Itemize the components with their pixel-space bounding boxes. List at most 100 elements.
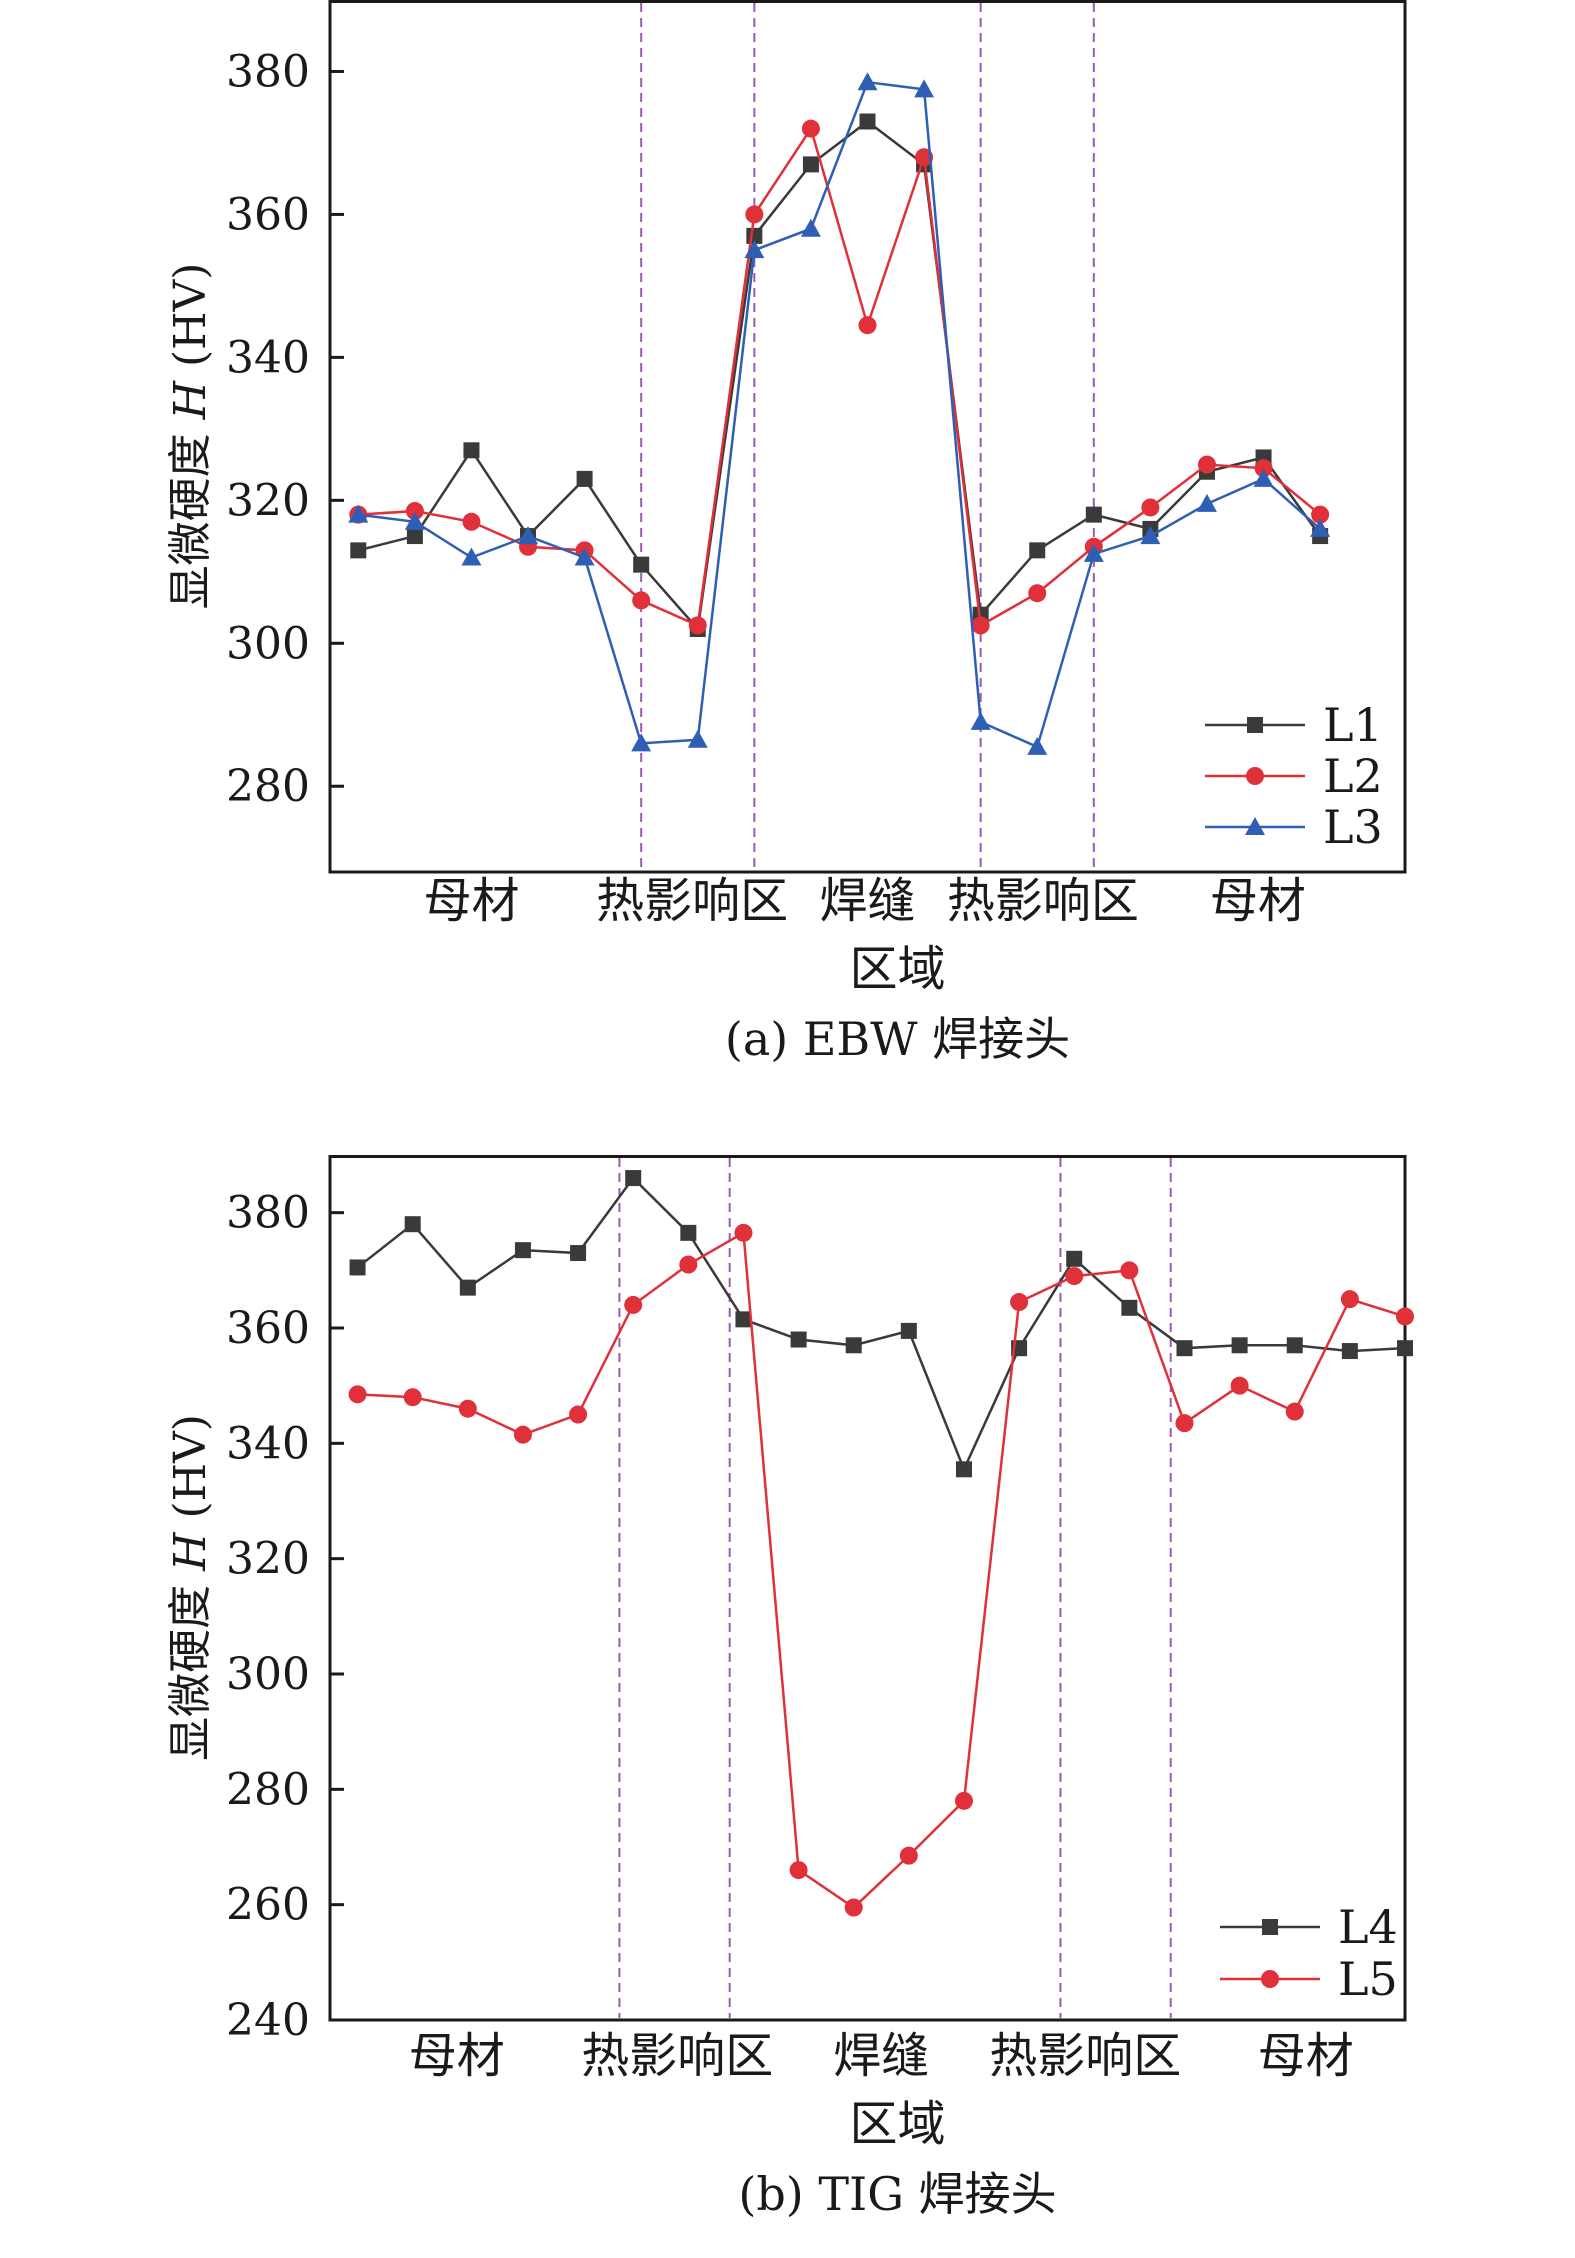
data-point-L5-10 [844,1898,863,1917]
data-point-L3-7 [687,729,708,748]
data-point-L2-13 [1028,584,1047,603]
data-point-L5-12 [954,1791,973,1810]
data-point-L5-16 [1175,1414,1194,1433]
series-line-L1 [357,119,1322,632]
data-point-L3-17 [1253,468,1274,487]
data-point-L2-8 [745,205,764,224]
legend-label-L1: L1 [1323,698,1383,752]
y-axis-label-text: 显微硬度 [165,1571,216,1761]
y-axis-label-symbol: H [165,1531,216,1572]
data-point-L4-8 [735,1311,752,1328]
plot-frame [328,1155,1407,2022]
region-label-4: 热影响区 [947,873,1139,929]
data-point-L3-10 [857,72,878,91]
data-point-L3-6 [631,733,652,752]
chart-caption: (a) EBW 焊接头 [725,1012,1070,1066]
data-point-L5-17 [1230,1376,1249,1395]
y-tick-label-360: 360 [226,1303,310,1354]
legend-marker-L1 [1247,717,1263,733]
series-L5 [348,1223,1414,1917]
y-axis-label-text: 显微硬度 [165,419,216,609]
data-point-L2-18 [1311,505,1330,524]
data-point-L5-5 [569,1405,588,1424]
data-point-L3-8 [744,240,765,259]
y-tick-label-300: 300 [226,1649,310,1700]
data-point-L2-7 [688,616,707,635]
data-point-L4-20 [1397,1340,1413,1357]
series-line-L3 [358,80,1321,749]
data-point-L2-15 [1141,498,1160,517]
data-point-L4-10 [845,1337,862,1354]
legend-marker-L3 [1245,817,1265,835]
data-point-L3-12 [970,711,991,730]
data-point-L3-5 [574,547,595,566]
y-tick-label-360: 360 [226,189,310,240]
data-point-L5-1 [348,1385,367,1404]
data-point-L4-1 [349,1259,366,1276]
series-line-L2 [358,125,1321,628]
y-tick-label-320: 320 [226,1534,310,1585]
x-axis-label: 区域 [849,2096,945,2152]
data-point-L3-13 [1027,736,1048,755]
data-point-L1-14 [1085,506,1102,523]
region-label-1: 母材 [423,873,519,929]
series-L3 [348,72,1331,755]
y-tick-label-380: 380 [226,46,310,97]
data-point-L4-11 [900,1322,917,1339]
data-point-L1-1 [350,542,367,559]
data-point-L5-18 [1285,1402,1304,1421]
legend-label-L2: L2 [1323,749,1383,803]
data-point-L5-4 [513,1425,532,1444]
data-point-L1-9 [802,156,819,173]
data-point-L4-12 [955,1461,972,1478]
data-point-L4-16 [1176,1340,1193,1357]
data-point-L2-10 [858,316,877,335]
y-tick-label-280: 280 [226,761,310,812]
y-tick-label-300: 300 [226,618,310,669]
y-axis-label: 显微硬度 H (HV) [165,263,216,610]
legend-marker-L4 [1262,1919,1278,1935]
data-point-L1-10 [859,113,876,130]
data-point-L3-1 [348,504,369,523]
region-label-2: 热影响区 [596,873,788,929]
data-point-L2-6 [632,591,651,610]
data-point-L4-14 [1066,1250,1083,1267]
data-point-L4-15 [1121,1299,1138,1316]
legend-marker-L5 [1261,1970,1279,1988]
data-point-L5-15 [1120,1261,1139,1280]
legend-label-L5: L5 [1338,1952,1398,2006]
data-point-L5-14 [1065,1267,1084,1286]
data-point-L2-16 [1197,455,1216,474]
y-tick-label-380: 380 [226,1188,310,1239]
data-point-L2-2 [405,502,424,521]
y-tick-label-280: 280 [226,1764,310,1815]
series-L1 [350,113,1329,637]
data-point-L4-6 [625,1170,642,1187]
data-point-L3-18 [1310,518,1331,537]
data-point-L5-13 [1010,1293,1029,1312]
x-axis-label: 区域 [849,941,945,997]
data-point-L4-4 [514,1242,531,1259]
data-point-L5-19 [1340,1290,1359,1309]
data-point-L1-13 [1029,542,1046,559]
plot-frame [328,0,1407,874]
data-point-L4-2 [404,1216,421,1233]
chart-ebw: 280 300 320 340 360 380 显微硬度 H (HV) 母材 热影响区 焊缝 热影响… [165,0,1407,1066]
y-axis-label-symbol: H [165,379,216,420]
data-point-L3-9 [800,218,821,237]
data-point-L4-19 [1341,1343,1358,1360]
chart-tig: 240 260 280 300 320 340 360 380 显微硬度 H (HV) 母材 热影响… [165,1155,1414,2221]
data-point-L1-6 [633,556,650,573]
region-label-2: 热影响区 [581,2028,773,2084]
data-point-L5-3 [458,1399,477,1418]
series-line-L5 [357,1230,1406,1910]
y-tick-label-320: 320 [226,475,310,526]
data-point-L5-20 [1396,1307,1414,1326]
data-point-L2-3 [462,512,481,531]
y-tick-label-340: 340 [226,332,310,383]
data-point-L5-11 [899,1846,918,1865]
data-point-L2-12 [971,616,990,635]
data-point-L5-6 [624,1295,643,1314]
